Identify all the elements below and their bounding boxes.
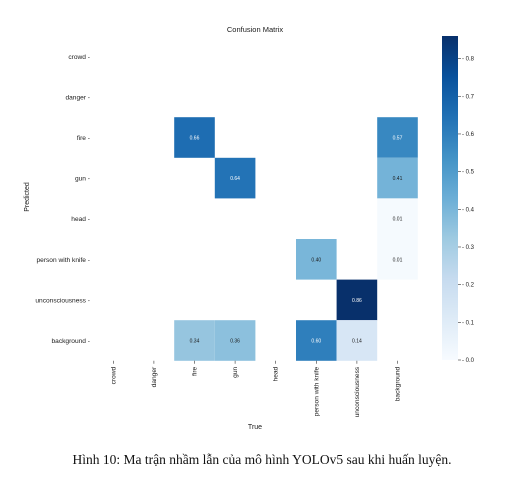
- colorbar: [442, 36, 458, 360]
- x-tick-label-crowd: crowd: [110, 366, 117, 384]
- y-tick-label-gun: gun -: [75, 176, 90, 183]
- heatmap-cells: 0.66 0.57 0.64 0.41 0.01 0.40 0.01 0.86 0.34 0.36…: [174, 117, 418, 361]
- y-tick-label-crowd: crowd -: [68, 54, 90, 61]
- y-tick-label-unconsciousness: unconsciousness -: [35, 297, 90, 304]
- cell-value-label: 0.86: [352, 298, 362, 304]
- heatmap-cell-background-unconsciousness: [336, 320, 378, 361]
- cell-value-label: 0.34: [190, 339, 200, 345]
- x-axis-label: True: [248, 424, 262, 431]
- x-tick-label-gun: gun: [232, 366, 239, 377]
- y-tick-label-danger: danger -: [65, 94, 90, 101]
- cell-value-label: 0.14: [352, 339, 362, 345]
- colorbar-tick-label: - 0.3: [462, 245, 475, 251]
- colorbar-tick-label: - 0.5: [462, 170, 475, 176]
- cell-value-label: 0.60: [311, 339, 321, 345]
- y-tick-label-person-with-knife: person with knife -: [36, 257, 90, 264]
- cell-value-label: 0.57: [393, 136, 403, 142]
- cell-value-label: 0.66: [190, 136, 200, 142]
- heatmap-cell-person-with-knife-person-with-knife: [296, 239, 337, 280]
- colorbar-tick-label: - 0.1: [462, 320, 475, 326]
- y-tick-label-background: background -: [52, 338, 91, 345]
- heatmap-cell-unconsciousness-unconsciousness: [336, 279, 378, 321]
- colorbar-tick-label: - 0.2: [462, 283, 475, 289]
- heatmap-cell-background-gun: [214, 320, 256, 361]
- cell-value-label: 0.01: [393, 217, 403, 223]
- x-tick-label-fire: fire: [192, 366, 199, 375]
- figure-caption: Hình 10: Ma trận nhầm lẫn của mô hình YO…: [72, 452, 452, 467]
- cell-value-label: 0.01: [393, 257, 403, 263]
- x-tick-label-danger: danger: [151, 366, 158, 387]
- cell-value-label: 0.40: [311, 257, 321, 263]
- cell-value-label: 0.64: [230, 176, 240, 182]
- x-tick-label-head: head: [273, 366, 280, 381]
- heatmap-cell-background-fire: [174, 320, 215, 361]
- colorbar-tick-label: - 0.7: [462, 94, 475, 100]
- cell-value-label: 0.36: [230, 339, 240, 345]
- heatmap-cell-fire-background: [377, 117, 418, 158]
- heatmap-cell-gun-background: [377, 157, 418, 199]
- y-tick-label-head: head -: [71, 216, 90, 223]
- colorbar-tick-label: - 0.0: [462, 358, 475, 364]
- y-tick-labels: crowd - danger - fire - gun - head - person w…: [35, 54, 90, 345]
- heatmap-cell-head-background: [377, 198, 418, 239]
- colorbar-ticks: - 0.0 - 0.1 - 0.2 - 0.3 - 0.4 - 0.5 - 0.6 - 0.7…: [458, 57, 475, 364]
- heatmap-cell-background-person-with-knife: [296, 320, 337, 361]
- x-tick-label-person-with-knife: person with knife: [313, 366, 320, 416]
- colorbar-tick-label: - 0.8: [462, 57, 475, 63]
- heatmap-cell-gun-gun: [214, 157, 256, 199]
- heatmap-cell-person-with-knife-background: [377, 239, 418, 280]
- chart-title: Confusion Matrix: [227, 25, 284, 34]
- x-tick-label-unconsciousness: unconsciousness: [354, 366, 361, 417]
- y-tick-label-fire: fire -: [77, 135, 90, 142]
- x-tick-labels: crowd danger fire gun head person with knife u…: [110, 360, 402, 417]
- x-tick-label-background: background: [395, 366, 402, 401]
- heatmap-cell-fire-fire: [174, 117, 215, 158]
- y-axis-label: Predicted: [24, 182, 31, 212]
- confusion-matrix-figure: Confusion Matrix Predicted True 0.66 0.57…: [24, 25, 475, 431]
- cell-value-label: 0.41: [393, 176, 403, 182]
- colorbar-tick-label: - 0.4: [462, 207, 475, 213]
- colorbar-tick-label: - 0.6: [462, 132, 475, 138]
